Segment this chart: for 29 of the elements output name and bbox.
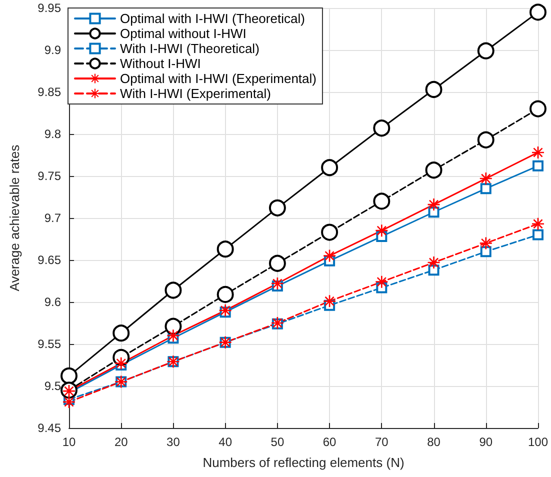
x-tick-label: 50 bbox=[270, 435, 284, 449]
y-tick-label: 9.6 bbox=[44, 295, 62, 309]
x-tick-label: 60 bbox=[322, 435, 337, 449]
legend-label: Optimal with I-HWI (Theoretical) bbox=[120, 11, 305, 26]
x-axis-title: Numbers of reflecting elements (N) bbox=[202, 455, 404, 470]
y-tick-label: 9.7 bbox=[44, 211, 62, 225]
legend-label: Optimal without I-HWI bbox=[120, 26, 246, 41]
y-axis-title: Average achievable rates bbox=[7, 144, 22, 292]
y-tick-label: 9.95 bbox=[38, 1, 62, 15]
x-tick-label: 30 bbox=[166, 435, 180, 449]
y-tick-label: 9.45 bbox=[38, 421, 62, 435]
x-tick-label: 10 bbox=[62, 435, 76, 449]
y-tick-label: 9.85 bbox=[38, 85, 62, 99]
x-tick-label: 70 bbox=[374, 435, 389, 449]
y-tick-label: 9.8 bbox=[44, 127, 62, 141]
legend-label: Optimal with I-HWI (Experimental) bbox=[120, 71, 316, 86]
x-tick-label: 80 bbox=[427, 435, 441, 449]
x-tick-label: 90 bbox=[479, 435, 493, 449]
x-tick-label: 100 bbox=[528, 435, 548, 449]
y-tick-label: 9.75 bbox=[38, 169, 62, 183]
y-tick-label: 9.65 bbox=[38, 253, 62, 267]
y-tick-label: 9.55 bbox=[38, 337, 62, 351]
x-tick-label: 20 bbox=[114, 435, 128, 449]
legend-label: Without I-HWI bbox=[120, 56, 201, 71]
x-tick-label: 40 bbox=[218, 435, 232, 449]
y-tick-label: 9.9 bbox=[44, 43, 62, 57]
legend-label: With I-HWI (Theoretical) bbox=[120, 41, 260, 56]
legend-label: With I-HWI (Experimental) bbox=[120, 86, 271, 101]
y-tick-label: 9.5 bbox=[44, 379, 62, 393]
